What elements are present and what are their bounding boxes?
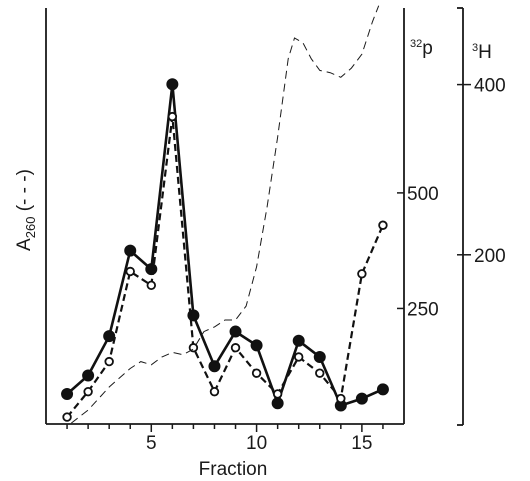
- y-axis-left-title-suffix: (- - -): [14, 169, 35, 216]
- series-dashed-point: [125, 266, 135, 277]
- series-dashed-point: [230, 343, 241, 353]
- x-tick-label: 15: [351, 433, 372, 454]
- series-solid-point: [166, 78, 179, 91]
- series-dashed-point: [315, 368, 325, 378]
- series-solid-point: [145, 263, 158, 276]
- y-axis-mid-title-sup: 32: [410, 38, 422, 50]
- y-axis-right-title-sup: 3: [472, 42, 478, 54]
- x-tick-label: 10: [246, 433, 267, 454]
- series-solid-point: [82, 369, 95, 382]
- y-axis-mid-title-main: p: [422, 38, 433, 59]
- series-dashed-point: [378, 220, 388, 230]
- series-solid-point: [355, 392, 368, 405]
- series-solid-point: [376, 383, 389, 396]
- y-axis-right-title-main: H: [478, 42, 492, 63]
- labels: 5 10 15 250 500 200 400 Fraction A260 (- - -) 32p…: [14, 38, 506, 480]
- mid-tick-label: 250: [407, 299, 439, 320]
- y-axis-left-title-sub: 260: [23, 217, 38, 239]
- series-a260-line: [70, 5, 380, 424]
- series-solid-line: [66, 84, 384, 408]
- series-dashed-point: [251, 368, 262, 378]
- series-dashed-point: [357, 269, 367, 279]
- series-solid-point: [229, 325, 242, 338]
- series-solid-point: [271, 397, 284, 410]
- series-dashed-point: [104, 356, 114, 367]
- series-layer: [61, 5, 389, 424]
- right-tick-label: 200: [474, 246, 506, 267]
- series-solid-point: [208, 360, 221, 373]
- series-dashed-point: [83, 386, 93, 397]
- y-axis-left-title-main: A: [14, 238, 35, 251]
- series-solid-point: [124, 244, 137, 257]
- series-solid-point: [103, 330, 116, 343]
- series-dashed-point: [62, 412, 72, 422]
- series-solid-point: [61, 387, 74, 400]
- series-dashed-line: [66, 116, 384, 418]
- axes: [45, 7, 471, 432]
- series-solid-point: [250, 339, 263, 352]
- series-dashed-point: [209, 386, 220, 397]
- series-dashed-point: [146, 280, 156, 291]
- y-axis-left-title: A260 (- - -): [14, 169, 38, 251]
- y-axis-right-title: 3H: [472, 42, 492, 63]
- y-axis-mid-title: 32p: [410, 38, 433, 59]
- series-solid-point: [313, 350, 326, 363]
- series-solid-point: [292, 334, 305, 347]
- series-dashed-point: [294, 352, 304, 362]
- series-dashed-point: [336, 393, 346, 404]
- mid-tick-label: 500: [407, 184, 439, 205]
- series-dashed-point: [272, 389, 283, 399]
- x-axis-title: Fraction: [199, 459, 268, 480]
- right-tick-label: 400: [474, 76, 506, 97]
- x-tick-label: 5: [146, 433, 157, 454]
- series-dashed-point: [167, 111, 178, 122]
